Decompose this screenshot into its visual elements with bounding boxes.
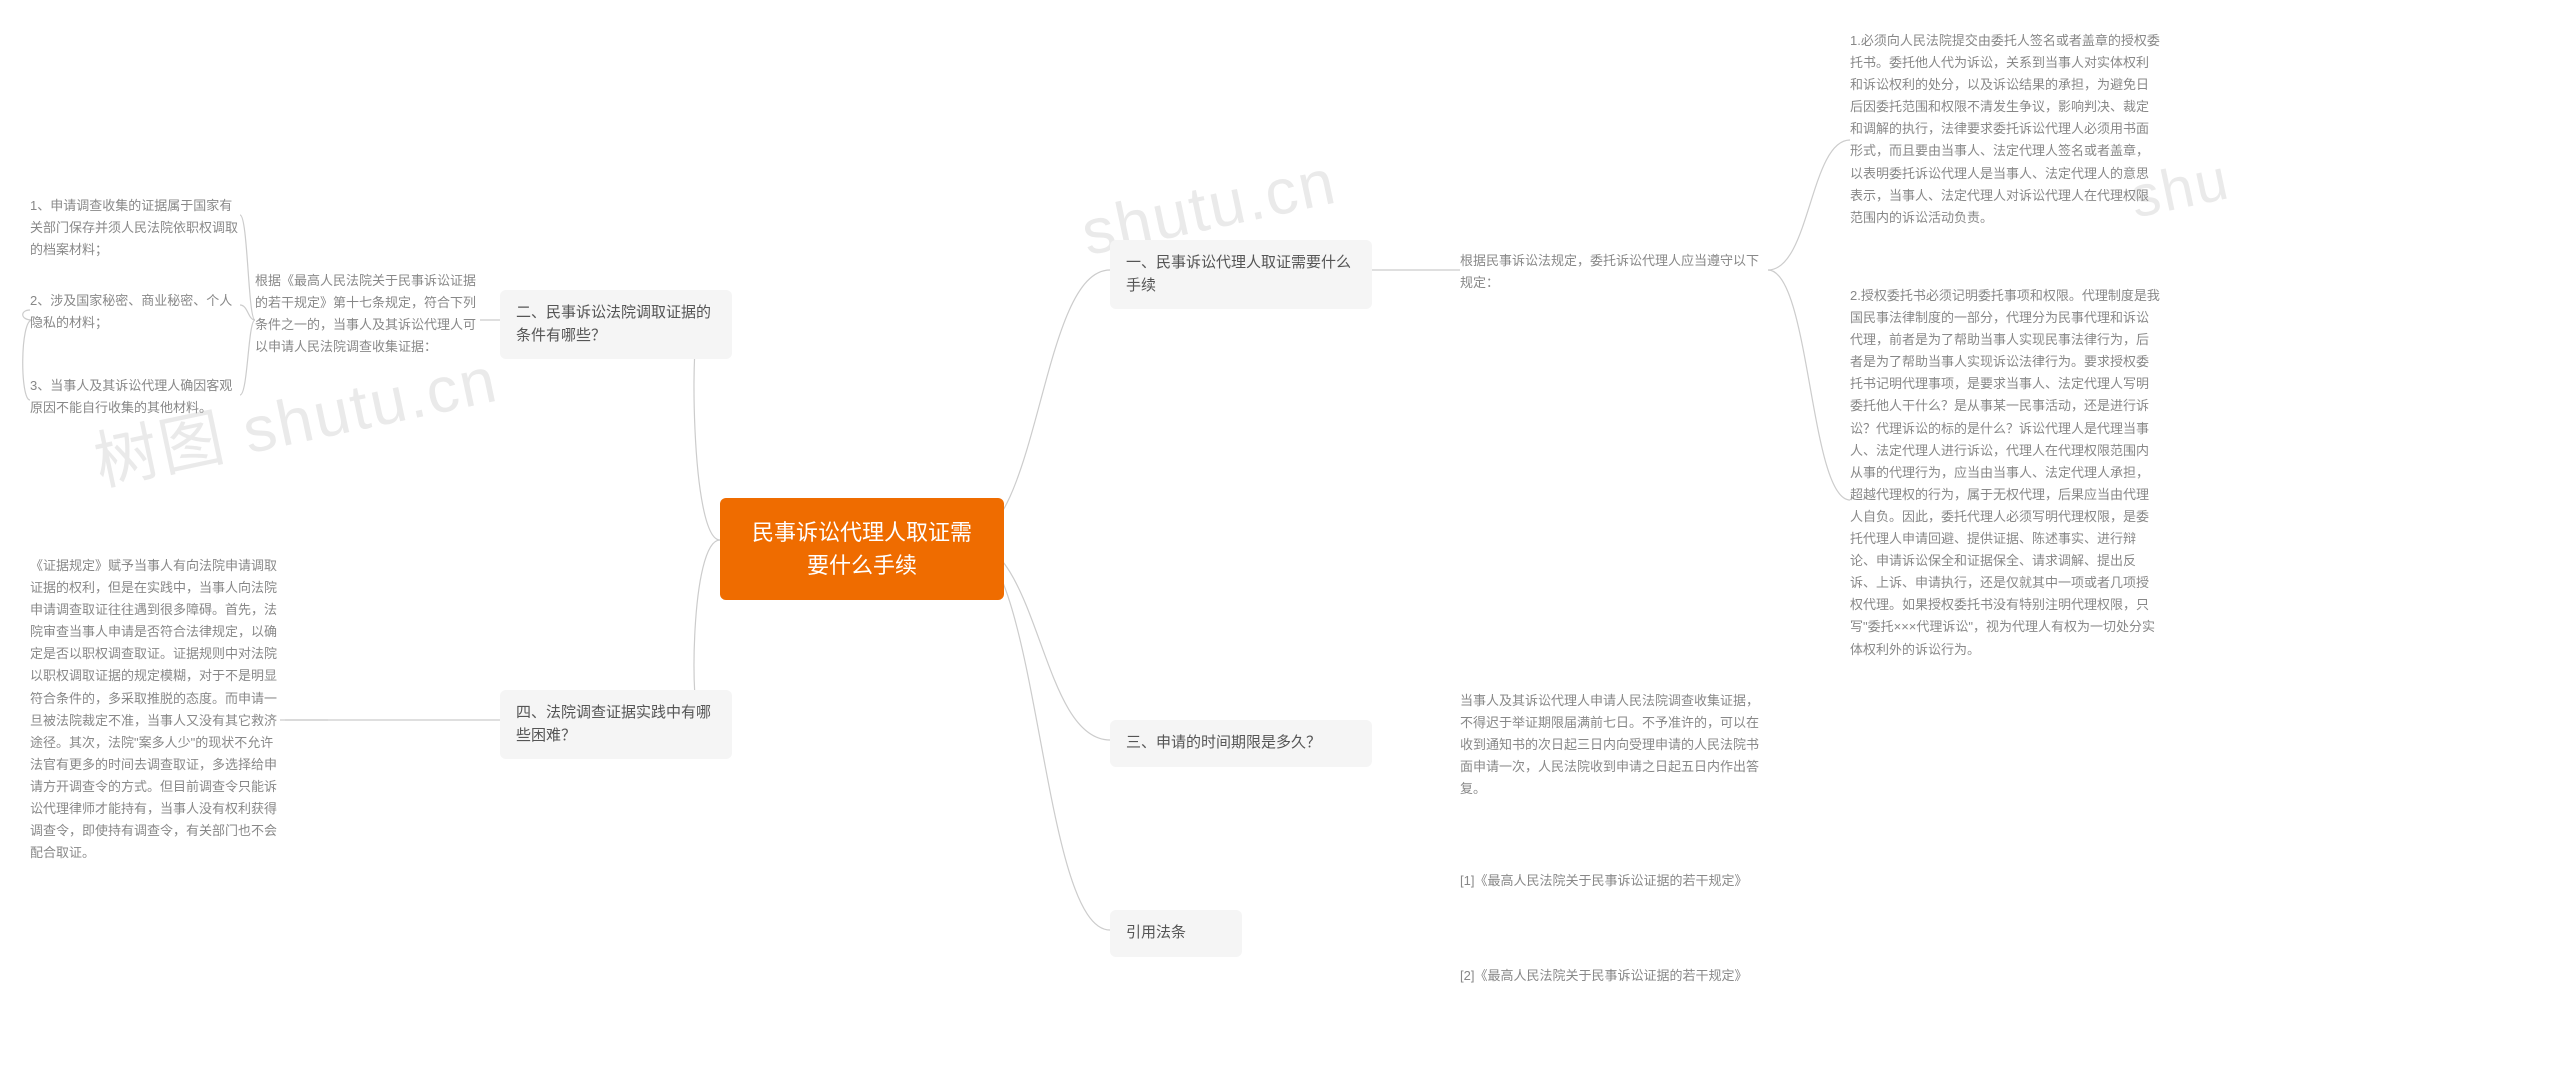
- branch-4: 四、法院调查证据实践中有哪些困难？: [500, 690, 732, 759]
- branch-1: 一、民事诉讼代理人取证需要什么手续: [1110, 240, 1372, 309]
- branch-2-leaf-3: 3、当事人及其诉讼代理人确因客观原因不能自行收集的其他材料。: [30, 375, 240, 419]
- branch-5-leaf-2: [2]《最高人民法院关于民事诉讼证据的若干规定》: [1460, 965, 1760, 987]
- branch-2-intro: 根据《最高人民法院关于民事诉讼证据的若干规定》第十七条规定，符合下列条件之一的，…: [255, 270, 480, 358]
- branch-5: 引用法条: [1110, 910, 1242, 957]
- root-node: 民事诉讼代理人取证需要什么手续: [720, 498, 1004, 600]
- branch-4-leaf: 《证据规定》赋予当事人有向法院申请调取证据的权利，但是在实践中，当事人向法院申请…: [30, 555, 285, 864]
- branch-3: 三、申请的时间期限是多久？: [1110, 720, 1372, 767]
- branch-2: 二、民事诉讼法院调取证据的条件有哪些？: [500, 290, 732, 359]
- branch-2-leaf-2: 2、涉及国家秘密、商业秘密、个人隐私的材料；: [30, 290, 240, 334]
- connector-lines: [0, 0, 2560, 1082]
- branch-1-leaf-2: 2.授权委托书必须记明委托事项和权限。代理制度是我国民事法律制度的一部分，代理分…: [1850, 285, 2160, 661]
- branch-5-leaf-1: [1]《最高人民法院关于民事诉讼证据的若干规定》: [1460, 870, 1760, 892]
- branch-2-leaf-1: 1、申请调查收集的证据属于国家有关部门保存并须人民法院依职权调取的档案材料；: [30, 195, 240, 261]
- branch-3-leaf: 当事人及其诉讼代理人申请人民法院调查收集证据，不得迟于举证期限届满前七日。不予准…: [1460, 690, 1760, 800]
- branch-1-leaf-1: 1.必须向人民法院提交由委托人签名或者盖章的授权委托书。委托他人代为诉讼，关系到…: [1850, 30, 2160, 229]
- branch-1-intro: 根据民事诉讼法规定，委托诉讼代理人应当遵守以下规定：: [1460, 250, 1760, 294]
